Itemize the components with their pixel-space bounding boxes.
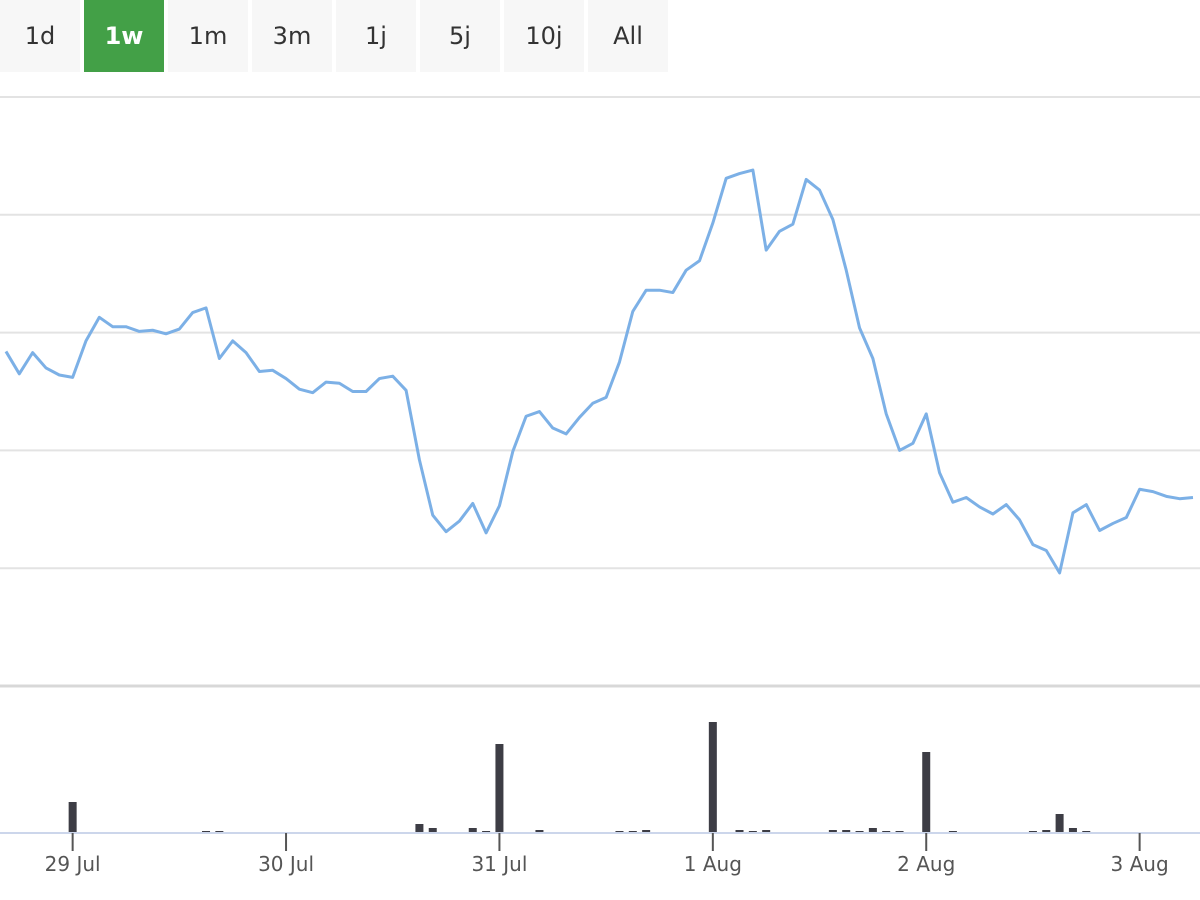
- range-button[interactable]: 5j: [420, 0, 500, 72]
- range-button[interactable]: 1d: [0, 0, 80, 72]
- range-button[interactable]: 3m: [252, 0, 332, 72]
- x-tick-label: 31 Jul: [471, 852, 527, 876]
- volume-bar: [1055, 814, 1064, 833]
- volume-bar: [922, 752, 931, 833]
- range-button[interactable]: All: [588, 0, 668, 72]
- volume-bar: [1042, 830, 1051, 833]
- range-button[interactable]: 1j: [336, 0, 416, 72]
- range-button[interactable]: 10j: [504, 0, 584, 72]
- volume-bar: [428, 828, 437, 833]
- volume-bar: [828, 830, 837, 833]
- x-tick-label: 2 Aug: [897, 852, 955, 876]
- volume-bar: [495, 744, 504, 833]
- x-tick-label: 29 Jul: [45, 852, 101, 876]
- range-button[interactable]: 1m: [168, 0, 248, 72]
- volume-bar: [642, 830, 651, 833]
- volume-bar: [762, 830, 771, 833]
- volume-bar: [708, 722, 717, 833]
- x-tick-label: 3 Aug: [1111, 852, 1169, 876]
- x-tick-label: 30 Jul: [258, 852, 314, 876]
- volume-bar: [868, 828, 877, 833]
- x-tick-label: 1 Aug: [684, 852, 742, 876]
- volume-bar: [1068, 828, 1077, 833]
- volume-bar: [535, 830, 544, 833]
- range-button[interactable]: 1w: [84, 0, 164, 72]
- volume-bar: [68, 802, 77, 833]
- volume-bar: [842, 830, 851, 833]
- volume-bar: [735, 830, 744, 833]
- volume-bar: [415, 824, 424, 833]
- price-line: [4, 168, 1194, 575]
- volume-bar: [468, 828, 477, 833]
